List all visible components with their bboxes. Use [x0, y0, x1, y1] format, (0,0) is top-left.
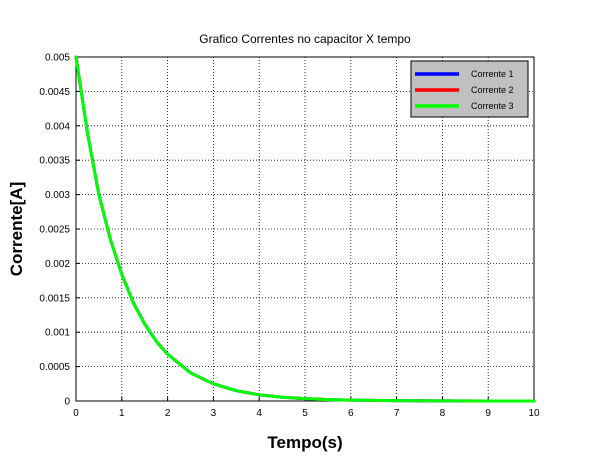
x-tick-label: 3	[211, 408, 217, 419]
y-tick-label: 0.001	[45, 328, 70, 339]
x-tick-label: 2	[165, 408, 171, 419]
x-tick-label: 6	[348, 408, 354, 419]
legend: Corrente 1 Corrente 2 Corrente 3	[410, 60, 529, 118]
chart-title: Grafico Correntes no capacitor X tempo	[199, 32, 411, 46]
x-tick-label: 9	[485, 408, 491, 419]
y-tick-label: 0.0025	[39, 225, 70, 236]
x-tick-label: 7	[394, 408, 400, 419]
y-tick-label: 0.005	[45, 53, 70, 64]
y-axis-title: Corrente[A]	[7, 182, 26, 276]
y-tick-label: 0.002	[45, 259, 70, 270]
y-tick-label: 0.0015	[39, 293, 70, 304]
legend-label-2: Corrente 2	[471, 85, 514, 95]
legend-items: Corrente 1 Corrente 2 Corrente 3	[415, 69, 514, 111]
y-tick-label: 0.003	[45, 190, 70, 201]
series-line-3	[74, 55, 536, 403]
y-tick-label: 0.0045	[39, 87, 70, 98]
x-tick-label: 8	[440, 408, 446, 419]
y-tick-label: 0	[64, 397, 70, 408]
y-tick-label: 0.0035	[39, 156, 70, 167]
legend-label-3: Corrente 3	[471, 101, 514, 111]
x-tick-label: 10	[528, 408, 540, 419]
x-tick-label: 4	[256, 408, 262, 419]
x-tick-label: 5	[302, 408, 308, 419]
x-tick-label: 0	[73, 408, 79, 419]
x-tick-label: 1	[119, 408, 125, 419]
y-tick-label: 0.004	[45, 121, 70, 132]
series-lines	[74, 55, 536, 403]
legend-label-1: Corrente 1	[471, 69, 514, 79]
x-axis-title: Tempo(s)	[267, 433, 342, 452]
y-tick-label: 0.0005	[39, 362, 70, 373]
